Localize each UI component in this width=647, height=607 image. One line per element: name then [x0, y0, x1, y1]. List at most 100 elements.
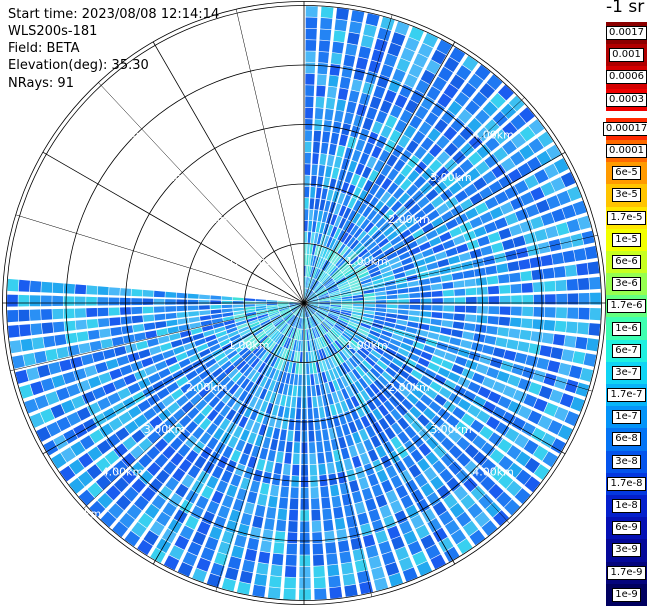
- ray-bin: [441, 320, 453, 328]
- ray-bin: [411, 420, 424, 433]
- ray-bin: [359, 325, 370, 333]
- ray-bin: [311, 520, 322, 532]
- ray-bin: [302, 307, 304, 318]
- ray-bin: [232, 498, 245, 512]
- ray-bin: [325, 451, 334, 463]
- ray-bin: [226, 327, 238, 334]
- ray-bin: [421, 508, 436, 523]
- ray-bin: [309, 362, 314, 374]
- ray-bin: [213, 515, 227, 530]
- ray-bin: [205, 358, 217, 368]
- ray-bin: [493, 129, 509, 145]
- ray-bin: [337, 88, 349, 101]
- ray-bin: [400, 342, 412, 352]
- ray-bin: [341, 298, 353, 302]
- ray-bin: [258, 335, 269, 344]
- ray-bin: [443, 546, 460, 562]
- ray-bin: [267, 309, 279, 314]
- ray-bin: [393, 173, 406, 186]
- azimuth-spoke: [303, 302, 456, 565]
- ray-bin: [171, 388, 184, 401]
- ray-bin: [400, 164, 413, 177]
- ray-bin: [309, 278, 315, 289]
- ray-bin: [318, 308, 329, 313]
- ray-bin: [327, 564, 340, 577]
- ray-bin: [309, 340, 313, 352]
- ray-bin: [431, 290, 443, 297]
- ray-bin: [306, 305, 315, 314]
- colorbar-label: 1e-7: [612, 410, 641, 425]
- ray-bin: [502, 122, 518, 138]
- ray-bin: [463, 269, 475, 279]
- ray-bin: [589, 308, 601, 321]
- ray-bin: [313, 209, 319, 221]
- ray-bin: [433, 444, 447, 459]
- ray-bin: [147, 430, 161, 444]
- ray-bin: [308, 278, 314, 289]
- ray-bin: [331, 495, 342, 508]
- ray-bin: [424, 368, 437, 380]
- colorbar-step: 6e-5: [606, 162, 647, 185]
- ray-bin: [123, 486, 139, 502]
- ray-bin: [544, 294, 556, 305]
- ray-bin: [340, 375, 349, 388]
- ray-bin: [410, 449, 424, 463]
- ray-bin: [430, 554, 446, 570]
- ray-bin: [375, 295, 387, 300]
- ray-bin: [353, 261, 364, 271]
- ray-bin: [359, 346, 370, 356]
- ray-bin: [279, 307, 290, 312]
- ray-bin: [160, 342, 172, 352]
- ray-bin: [304, 186, 310, 198]
- ray-bin: [95, 361, 108, 374]
- ray-bin: [222, 312, 234, 317]
- ray-bin: [473, 177, 487, 191]
- ray-bin: [350, 282, 361, 288]
- ray-bin: [465, 100, 480, 116]
- ray-bin: [488, 306, 500, 315]
- ray-bin: [523, 439, 539, 455]
- ray-bin: [416, 381, 429, 393]
- ray-bin: [397, 368, 410, 379]
- ray-bin: [276, 334, 284, 345]
- ray-bin: [119, 364, 133, 376]
- ray-bin: [360, 218, 370, 230]
- ray-bin: [300, 318, 303, 329]
- ray-bin: [299, 589, 311, 600]
- ray-bin: [314, 313, 323, 322]
- ray-bin: [200, 320, 212, 327]
- ray-bin: [588, 323, 601, 336]
- ray-bin: [342, 362, 351, 373]
- ray-bin: [296, 317, 301, 329]
- ray-bin: [187, 305, 199, 311]
- ray-bin: [452, 150, 466, 165]
- ray-bin: [354, 380, 364, 392]
- ray-bin: [203, 391, 215, 403]
- ray-bin: [527, 410, 542, 425]
- ray-bin: [69, 477, 85, 494]
- ray-bin: [312, 255, 317, 267]
- ray-bin: [173, 408, 186, 421]
- ray-bin: [319, 299, 330, 302]
- ray-bin: [417, 414, 430, 427]
- ray-bin: [371, 213, 382, 225]
- ray-bin: [319, 153, 327, 166]
- ray-bin: [413, 53, 428, 68]
- ray-bin: [265, 460, 274, 473]
- ray-bin: [397, 347, 410, 357]
- ray-bin: [398, 557, 414, 572]
- ray-bin: [488, 432, 503, 447]
- ray-bin: [209, 526, 223, 540]
- ray-bin: [348, 421, 358, 434]
- ray-bin: [323, 235, 330, 247]
- ray-bin: [335, 402, 343, 415]
- ray-bin: [368, 60, 381, 74]
- colorbar-step: 1.7e-9: [606, 561, 647, 584]
- ray-bin: [283, 312, 293, 320]
- ray-bin: [185, 450, 199, 464]
- ray-bin: [243, 366, 253, 377]
- ray-bin: [293, 316, 299, 327]
- ray-bin: [577, 322, 589, 335]
- ray-bin: [329, 267, 339, 277]
- ray-bin: [477, 235, 490, 247]
